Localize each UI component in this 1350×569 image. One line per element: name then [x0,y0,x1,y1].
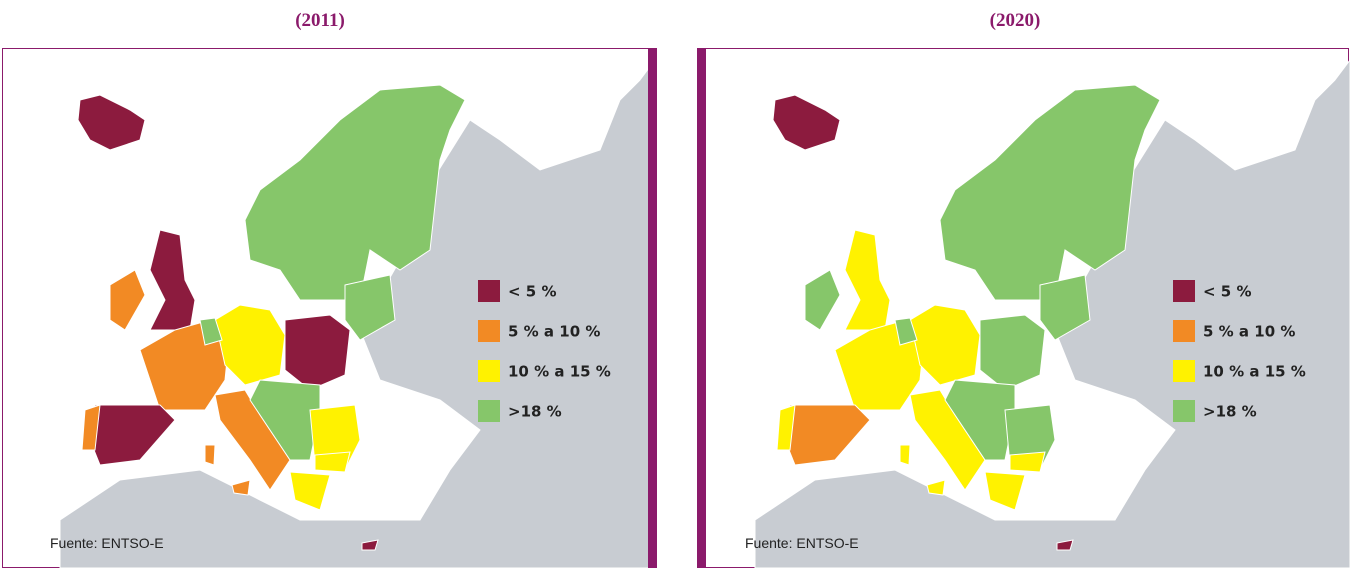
map [754,59,1350,569]
country [909,389,986,491]
legend-label: 5 % a 10 % [508,323,600,341]
country [249,379,321,461]
legend-swatch [1173,400,1195,422]
legend-label: < 5 % [508,283,556,301]
legend-swatch [1173,320,1195,342]
land [59,58,656,569]
country [81,404,101,451]
legend-label: >18 % [508,403,562,421]
country [1056,539,1074,551]
country [894,317,918,346]
country [984,471,1026,511]
frame-bar [648,48,657,568]
country [109,269,146,331]
legend-label: < 5 % [1203,283,1251,301]
panel-title: (2020) [990,10,1041,31]
map [59,58,656,569]
country [939,84,1161,301]
source: Fuente: ENTSO-E [50,535,164,551]
legend-swatch [478,280,500,302]
legend-label: 10 % a 15 % [1203,363,1306,381]
country [289,471,331,511]
country [361,539,379,551]
legend-swatch [478,360,500,382]
legend-label: 10 % a 15 % [508,363,611,381]
land [754,59,1350,569]
country [231,479,251,496]
country [314,451,351,473]
country [899,444,911,466]
legend-label: >18 % [1203,403,1257,421]
country [944,379,1016,461]
country [344,274,396,341]
country [204,444,216,466]
country [979,314,1046,391]
country [214,389,291,491]
country [926,479,946,496]
country [199,317,223,346]
frame-bar [697,48,706,568]
country [776,404,796,451]
legend-swatch [1173,360,1195,382]
country [214,304,286,386]
source: Fuente: ENTSO-E [745,535,859,551]
country [244,84,466,301]
country [909,304,981,386]
panel-title: (2011) [295,10,345,31]
country [772,94,841,151]
country [1039,274,1091,341]
country [77,94,146,151]
country [284,314,351,391]
legend-swatch [478,320,500,342]
legend-swatch [1173,280,1195,302]
legend-swatch [478,400,500,422]
legend-label: 5 % a 10 % [1203,323,1295,341]
country [1009,451,1046,473]
country [804,269,841,331]
